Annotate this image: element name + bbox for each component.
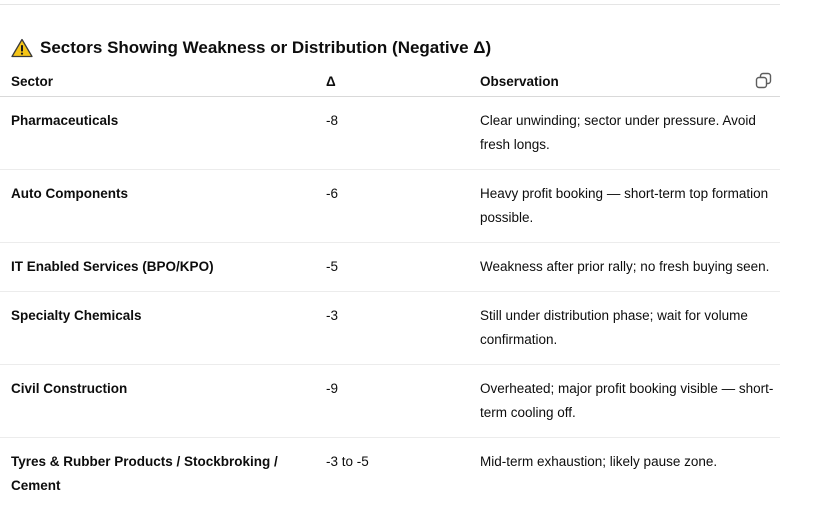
table-row: Specialty Chemicals -3 Still under distr… (0, 292, 780, 365)
table-row: Auto Components -6 Heavy profit booking … (0, 170, 780, 243)
table-row: IT Enabled Services (BPO/KPO) -5 Weaknes… (0, 243, 780, 292)
row-observation: Mid-term exhaustion; likely pause zone. (469, 438, 780, 510)
copy-icon[interactable] (754, 71, 774, 91)
sector-table: Sector Δ Observation Pharmaceuticals -8 (0, 66, 780, 510)
row-sector: Specialty Chemicals (0, 292, 315, 365)
header-sector: Sector (0, 66, 315, 97)
row-sector: Civil Construction (0, 365, 315, 438)
warning-icon (11, 38, 33, 58)
header-observation: Observation (469, 66, 780, 97)
header-observation-label: Observation (480, 74, 559, 89)
table-row: Civil Construction -9 Overheated; major … (0, 365, 780, 438)
section-title: Sectors Showing Weakness or Distribution… (40, 38, 491, 58)
row-observation: Overheated; major profit booking visible… (469, 365, 780, 438)
row-delta: -3 (315, 292, 469, 365)
sector-table-container: Sector Δ Observation Pharmaceuticals -8 (0, 66, 780, 510)
row-observation: Weakness after prior rally; no fresh buy… (469, 243, 780, 292)
row-sector: Pharmaceuticals (0, 97, 315, 170)
table-row: Pharmaceuticals -8 Clear unwinding; sect… (0, 97, 780, 170)
row-sector: Tyres & Rubber Products / Stockbroking /… (0, 438, 315, 510)
row-sector: Auto Components (0, 170, 315, 243)
row-sector: IT Enabled Services (BPO/KPO) (0, 243, 315, 292)
row-delta: -6 (315, 170, 469, 243)
table-row: Tyres & Rubber Products / Stockbroking /… (0, 438, 780, 510)
row-observation: Still under distribution phase; wait for… (469, 292, 780, 365)
top-divider (0, 4, 780, 5)
section-heading: Sectors Showing Weakness or Distribution… (11, 36, 491, 60)
row-delta: -3 to -5 (315, 438, 469, 510)
row-observation: Clear unwinding; sector under pressure. … (469, 97, 780, 170)
row-observation: Heavy profit booking — short-term top fo… (469, 170, 780, 243)
row-delta: -5 (315, 243, 469, 292)
table-header-row: Sector Δ Observation (0, 66, 780, 97)
row-delta: -8 (315, 97, 469, 170)
row-delta: -9 (315, 365, 469, 438)
header-delta: Δ (315, 66, 469, 97)
